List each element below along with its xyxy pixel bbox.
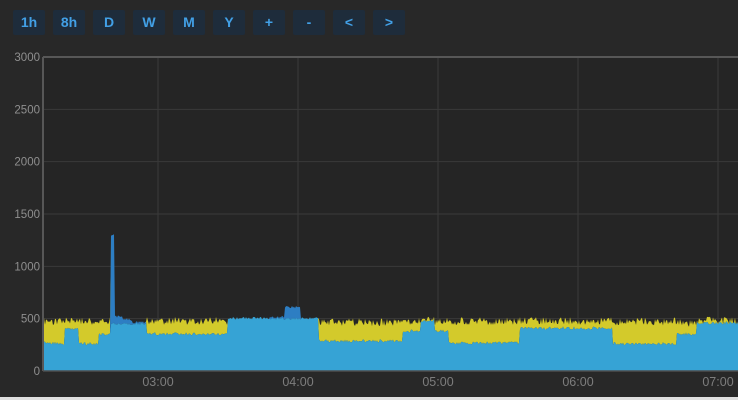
y-axis-tick-label: 0 — [34, 366, 40, 378]
series-area-peak-blue — [43, 234, 738, 346]
x-axis-tick-label: 07:00 — [702, 375, 733, 389]
x-axis-tick-label: 03:00 — [142, 375, 173, 389]
x-axis-tick-label: 04:00 — [282, 375, 313, 389]
toolbar-button-8h[interactable]: 8h — [53, 10, 85, 35]
toolbar-button-d[interactable]: D — [93, 10, 125, 35]
bottom-edge-strip — [0, 397, 738, 400]
y-axis-tick-label: 1500 — [14, 209, 40, 221]
x-axis-tick-label: 05:00 — [422, 375, 453, 389]
y-axis-tick-label: 500 — [21, 314, 40, 326]
toolbar-button-y[interactable]: Y — [213, 10, 245, 35]
toolbar-button-w[interactable]: W — [133, 10, 165, 35]
series-area-base-cyan — [43, 317, 738, 371]
toolbar-button-pan-right[interactable]: > — [373, 10, 405, 35]
time-range-toolbar: 1h 8h D W M Y + - < > — [13, 10, 405, 35]
series-area-band-yellow — [43, 234, 738, 346]
toolbar-button-pan-left[interactable]: < — [333, 10, 365, 35]
toolbar-button-1h[interactable]: 1h — [13, 10, 45, 35]
toolbar-button-zoomzoom-outin[interactable]: + — [253, 10, 285, 35]
y-axis-tick-label: 1000 — [14, 261, 40, 273]
toolbar-button-m[interactable]: M — [173, 10, 205, 35]
y-axis-tick-label: 3000 — [14, 52, 40, 64]
x-axis-tick-label: 06:00 — [562, 375, 593, 389]
y-axis-tick-label: 2000 — [14, 157, 40, 169]
y-axis-tick-label: 2500 — [14, 104, 40, 116]
toolbar-button-zoom-out[interactable]: - — [293, 10, 325, 35]
